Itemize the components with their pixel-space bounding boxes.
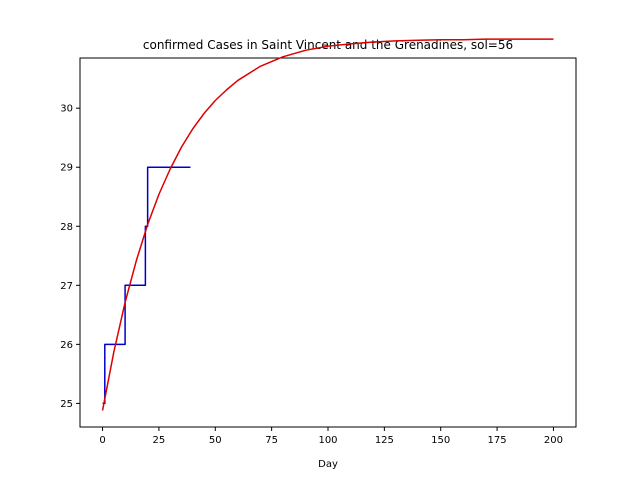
series-layer — [101, 38, 554, 411]
y-tick-label: 26 — [60, 340, 73, 351]
x-tick-label: 200 — [544, 435, 563, 446]
x-tick-label: 150 — [431, 435, 450, 446]
x-tick-label: 100 — [318, 435, 337, 446]
x-tick-label: 75 — [265, 435, 278, 446]
y-axis: 25 26 27 28 29 30 — [60, 104, 80, 410]
x-tick-label: 0 — [99, 435, 105, 446]
chart-title: confirmed Cases in Saint Vincent and the… — [143, 38, 513, 52]
plot-area: 0 25 50 75 100 125 150 175 200 25 26 27 28 29 30 — [60, 38, 577, 446]
y-tick-label: 30 — [60, 104, 73, 115]
y-tick-label: 25 — [60, 399, 73, 410]
x-tick-label: 50 — [209, 435, 222, 446]
series-line-1 — [102, 166, 191, 405]
series-line-2 — [101, 38, 554, 411]
y-tick-label: 27 — [60, 281, 73, 292]
y-tick-label: 29 — [60, 163, 73, 174]
x-axis-label: Day — [318, 459, 338, 470]
x-tick-label: 125 — [375, 435, 394, 446]
x-tick-label: 25 — [153, 435, 166, 446]
y-tick-label: 28 — [60, 222, 73, 233]
x-tick-label: 175 — [488, 435, 507, 446]
x-axis: 0 25 50 75 100 125 150 175 200 — [99, 427, 563, 446]
